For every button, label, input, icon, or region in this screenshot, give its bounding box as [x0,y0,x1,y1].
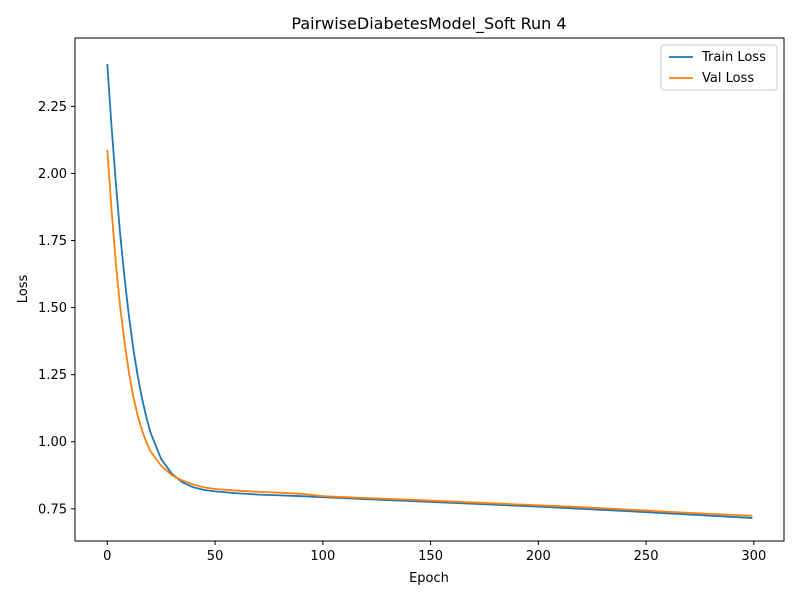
x-tick-label: 250 [634,549,659,564]
series-line-train-loss [106,63,753,519]
x-axis-ticks: 0 50 100 150 200 250 300 [103,541,766,564]
series-layer [106,63,753,519]
x-tick-label: 100 [310,549,335,564]
plot-area-frame [74,37,785,542]
y-axis-ticks: 0.75 1.00 1.25 1.50 1.75 2.00 2.25 [38,100,75,517]
legend: Train Loss Val Loss [660,44,778,91]
x-tick-label: 300 [741,549,766,564]
y-tick-label: 2.25 [38,100,67,115]
y-axis-label: Loss [16,275,31,304]
y-tick-label: 1.50 [38,301,67,316]
y-tick-label: 1.75 [38,234,67,249]
y-tick-label: 1.00 [38,435,67,450]
x-tick-label: 0 [103,549,111,564]
x-tick-label: 50 [207,549,224,564]
y-tick-label: 1.25 [38,368,67,383]
chart-title: PairwiseDiabetesModel_Soft Run 4 [291,14,566,34]
legend-label-val-loss: Val Loss [702,71,754,86]
x-tick-label: 150 [418,549,443,564]
y-tick-label: 0.75 [38,502,67,517]
series-line-val-loss [106,149,753,517]
x-axis-label: Epoch [409,571,449,586]
y-tick-label: 2.00 [38,167,67,182]
legend-label-train-loss: Train Loss [701,50,766,65]
x-tick-label: 200 [526,549,551,564]
